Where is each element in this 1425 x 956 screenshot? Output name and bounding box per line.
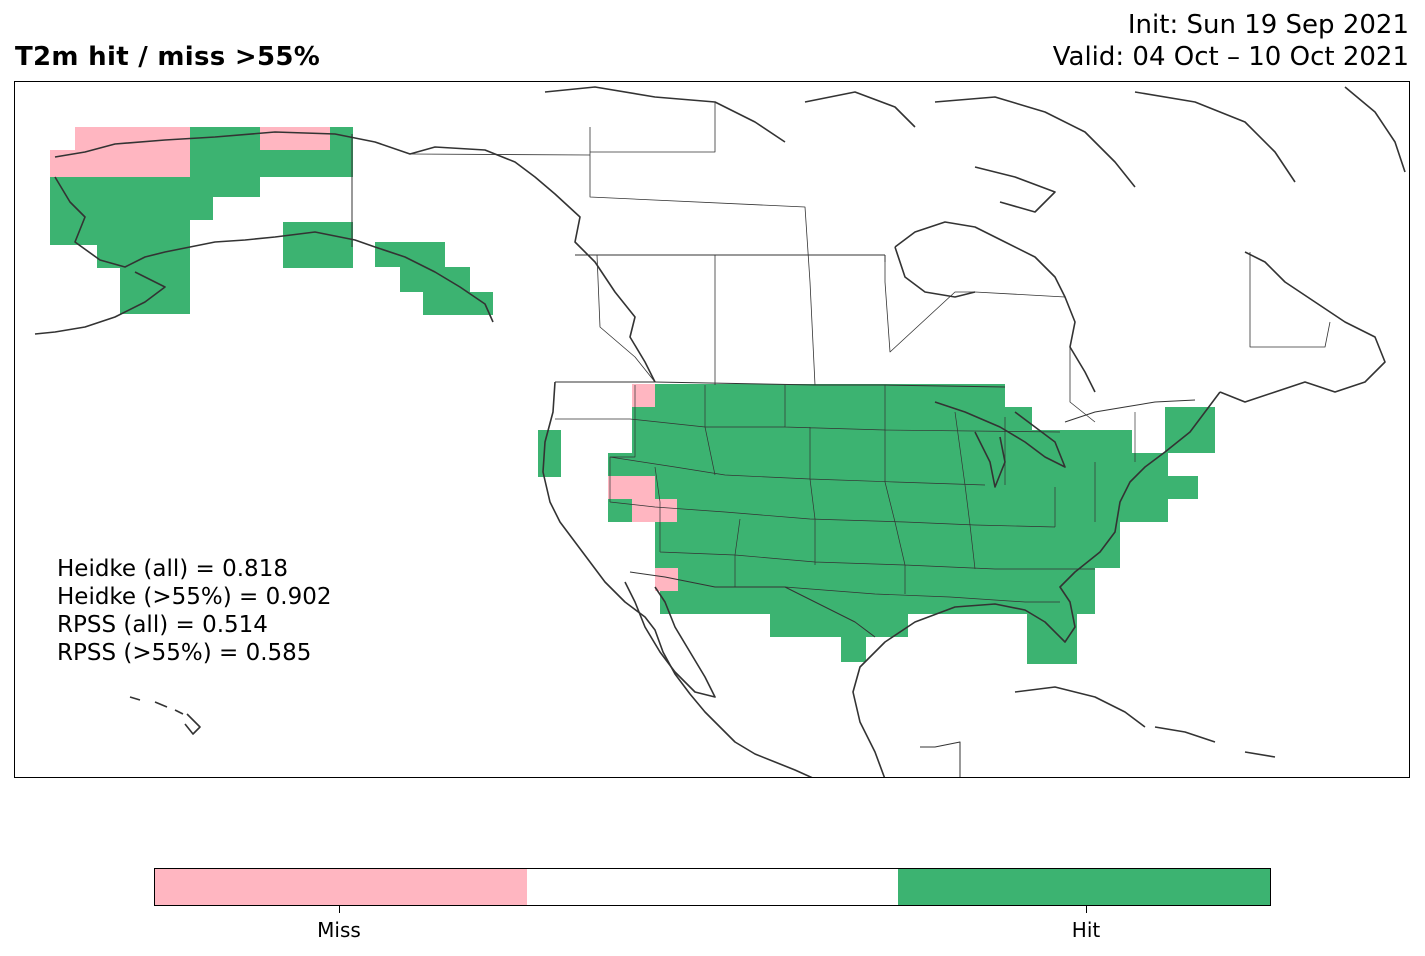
colorbar-label-miss: Miss — [317, 918, 361, 942]
hit-cell — [655, 545, 1120, 568]
hit-cell — [632, 407, 1032, 430]
hit-cell — [375, 242, 445, 267]
hit-cell — [608, 476, 1198, 499]
hit-cell — [1027, 614, 1077, 664]
heidke-all: Heidke (all) = 0.818 — [57, 556, 288, 582]
hit-cell — [330, 127, 353, 177]
colorbar — [154, 868, 1271, 906]
rpss-all: RPSS (all) = 0.514 — [57, 612, 268, 638]
colorbar-tick-hit — [1086, 906, 1087, 913]
province-borders — [409, 102, 1331, 423]
map-canvas — [34, 86, 1406, 777]
skill-scores: Heidke (all) = 0.818 Heidke (>55%) = 0.9… — [57, 555, 331, 667]
hit-cell — [538, 430, 561, 477]
gulf-coastline — [852, 391, 1221, 777]
hit-cell — [765, 591, 1095, 614]
hit-cell — [608, 453, 1168, 476]
arctic-islands — [544, 86, 1406, 213]
miss-cell — [75, 127, 190, 150]
hit-cell — [818, 614, 908, 637]
hit-cell — [120, 268, 190, 314]
caribbean-islands — [1014, 686, 1276, 758]
coastlines-and-borders — [34, 86, 1406, 777]
hit-cell — [608, 499, 1168, 522]
hit-cell — [97, 245, 190, 268]
rpss-55: RPSS (>55%) = 0.585 — [57, 640, 312, 666]
hit-cell — [655, 384, 1005, 407]
hit-cell — [50, 177, 260, 197]
alaska-coastline — [34, 131, 656, 383]
us-state-borders — [555, 385, 1136, 603]
miss-cell — [632, 384, 655, 407]
hit-cell — [655, 568, 1095, 591]
hudson-bay-coastline — [894, 221, 1096, 393]
map-panel — [14, 81, 1410, 778]
baja-coastline — [624, 581, 716, 698]
miss-cell — [260, 127, 330, 150]
atlantic-coastline — [1219, 251, 1386, 403]
hit-cell — [632, 430, 1132, 453]
country-border — [351, 134, 1196, 423]
hit-cell — [50, 220, 190, 245]
colorbar-hit-swatch — [898, 869, 1271, 905]
colorbar-label-hit: Hit — [1071, 918, 1101, 942]
hit-cell — [655, 522, 1120, 545]
hit-cell — [841, 637, 866, 662]
hit-cell — [283, 222, 353, 268]
hit-cell — [50, 197, 213, 220]
chart-title: T2m hit / miss >55% — [15, 42, 321, 72]
hit-cell — [423, 292, 493, 315]
miss-cell — [608, 476, 655, 499]
pacific-coastline — [542, 381, 813, 777]
valid-range: Valid: 04 Oct – 10 Oct 2021 — [1052, 42, 1409, 72]
miss-cell — [655, 568, 678, 591]
mexico-border — [629, 571, 961, 777]
init-date: Init: Sun 19 Sep 2021 — [1127, 10, 1409, 40]
heidke-55: Heidke (>55%) = 0.902 — [57, 584, 332, 610]
colorbar-miss-swatch — [155, 869, 527, 905]
colorbar-tick-miss — [339, 906, 340, 913]
miss-cell — [632, 499, 677, 522]
hawaii-islands — [129, 696, 201, 735]
colorbar-neutral-swatch — [526, 869, 899, 905]
hit-cell — [400, 267, 470, 292]
